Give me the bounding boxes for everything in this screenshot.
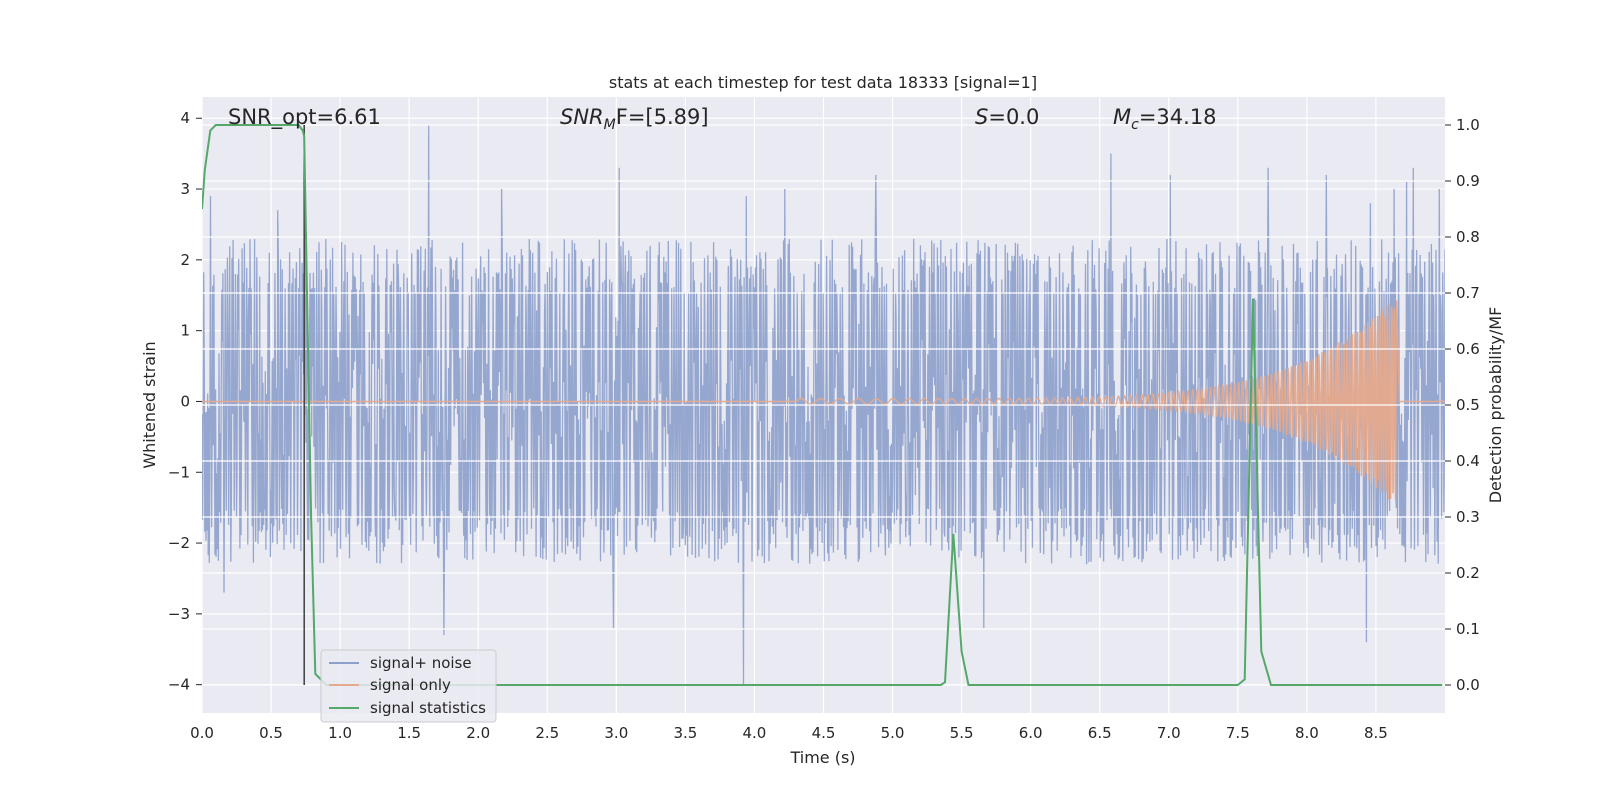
x-axis-label: Time (s) — [789, 748, 855, 767]
y-tick-label: −2 — [168, 534, 190, 552]
y-tick-label: 2 — [180, 251, 190, 269]
x-tick-label: 5.0 — [881, 724, 905, 742]
x-tick-label: 0.0 — [190, 724, 214, 742]
annotation-snr-opt: SNR_opt=6.61 — [228, 105, 381, 130]
annotation-snr-mf: SNRMF=[5.89] — [560, 105, 709, 133]
y-right-tick-label: 0.1 — [1456, 620, 1480, 638]
y-tick-label: 3 — [180, 180, 190, 198]
legend-label-signal-statistics: signal statistics — [370, 699, 486, 717]
annotation-s: S=0.0 — [975, 105, 1039, 129]
x-tick-label: 1.5 — [397, 724, 421, 742]
x-tick-label: 5.5 — [950, 724, 974, 742]
y-axis-label: Whitened strain — [140, 341, 159, 468]
x-tick-label: 4.0 — [743, 724, 767, 742]
y-tick-label: 4 — [180, 109, 190, 127]
legend-label-signal-noise: signal+ noise — [370, 654, 472, 672]
y-right-tick-labels: 0.0 0.1 0.2 0.3 0.4 0.5 0.6 0.7 0.8 0.9 1.0 — [1445, 116, 1480, 694]
y-right-tick-label: 0.0 — [1456, 676, 1480, 694]
x-tick-label: 1.0 — [328, 724, 352, 742]
x-tick-label: 3.0 — [604, 724, 628, 742]
y-tick-label: −3 — [168, 605, 190, 623]
legend-box — [320, 649, 497, 723]
series-line-signal-noise — [202, 125, 1445, 685]
legend: signal+ noise signal only signal statist… — [320, 649, 497, 723]
annotation-mc: Mc=34.18 — [1113, 105, 1217, 133]
x-tick-label: 6.0 — [1019, 724, 1043, 742]
y-right-tick-label: 0.7 — [1456, 284, 1480, 302]
y-axis-label-right: Detection probability/MF — [1486, 307, 1505, 504]
x-tick-label: 7.5 — [1226, 724, 1250, 742]
legend-label-signal-only: signal only — [370, 676, 451, 694]
y-right-tick-label: 0.5 — [1456, 396, 1480, 414]
series-signal-noise — [202, 125, 1445, 685]
x-tick-label: 0.5 — [259, 724, 283, 742]
y-tick-labels: −4 −3 −2 −1 0 1 2 3 4 — [168, 109, 202, 694]
y-tick-label: −1 — [168, 463, 190, 481]
y-tick-label: 1 — [180, 322, 190, 340]
y-right-tick-label: 0.2 — [1456, 564, 1480, 582]
x-tick-label: 8.5 — [1364, 724, 1388, 742]
y-right-tick-label: 0.4 — [1456, 452, 1480, 470]
y-right-tick-label: 0.8 — [1456, 228, 1480, 246]
y-right-tick-label: 0.6 — [1456, 340, 1480, 358]
x-tick-label: 4.5 — [812, 724, 836, 742]
x-tick-labels: 0.0 0.5 1.0 1.5 2.0 2.5 3.0 3.5 4.0 4.5 5.0 5.5 6.0 6… — [190, 724, 1388, 742]
x-tick-label: 2.5 — [535, 724, 559, 742]
chart-title: stats at each timestep for test data 183… — [609, 73, 1037, 92]
x-tick-label: 7.0 — [1157, 724, 1181, 742]
y-right-tick-label: 1.0 — [1456, 116, 1480, 134]
x-tick-label: 8.0 — [1295, 724, 1319, 742]
x-tick-label: 3.5 — [673, 724, 697, 742]
x-tick-label: 6.5 — [1088, 724, 1112, 742]
y-tick-label: −4 — [168, 676, 190, 694]
y-right-tick-label: 0.9 — [1456, 172, 1480, 190]
y-right-tick-label: 0.3 — [1456, 508, 1480, 526]
y-tick-label: 0 — [180, 392, 190, 410]
x-tick-label: 2.0 — [466, 724, 490, 742]
